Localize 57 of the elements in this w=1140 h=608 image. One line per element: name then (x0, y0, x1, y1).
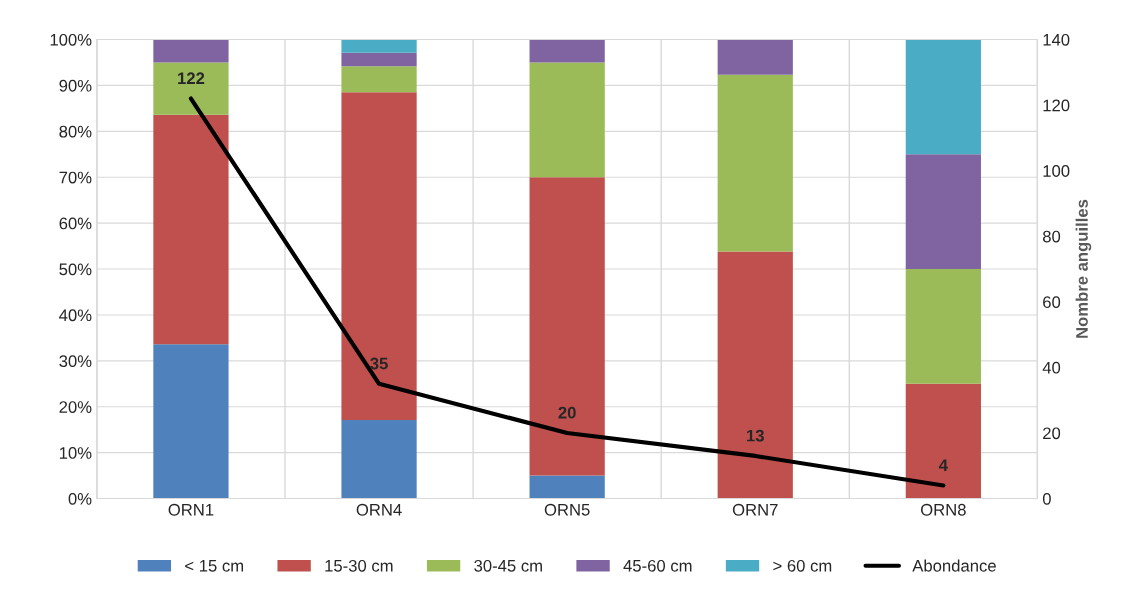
bar (341, 92, 417, 421)
y-tick-label: 80% (59, 125, 92, 138)
y2-tick-label: 100 (1043, 165, 1070, 177)
bar (529, 39, 605, 63)
data-label: 20 (558, 406, 576, 419)
y2-tick-label: 80 (1042, 230, 1061, 243)
y-tick-label: 90% (59, 79, 92, 92)
y2-tick-label: 0 (1042, 492, 1051, 505)
y2-tick-label: 20 (1043, 427, 1061, 440)
line-series (188, 96, 946, 488)
bar (905, 154, 981, 270)
legend-label: Abondance (912, 559, 996, 572)
y-tick-label: 0% (68, 492, 92, 505)
y-tick-label: 10% (59, 447, 92, 459)
legend-label: 30-45 cm (474, 559, 542, 572)
x-tick-label: ORN5 (544, 503, 590, 516)
bar (341, 39, 417, 53)
y-tick-label: 20% (59, 401, 92, 413)
legend-label: < 15 cm (185, 560, 244, 572)
x-tick-label: ORN1 (168, 503, 214, 516)
legend-label: 15-30 cm (325, 559, 393, 572)
bar (529, 475, 605, 499)
data-label: 35 (370, 357, 388, 370)
y2-tick-label: 140 (1043, 33, 1070, 46)
bar (905, 269, 981, 384)
y-tick-label: 40% (59, 309, 92, 322)
y-tick-label: 30% (59, 355, 92, 368)
data-label: 4 (938, 459, 948, 471)
bar (717, 39, 793, 75)
x-tick-label: ORN4 (356, 503, 402, 516)
y-tick-label: 50% (59, 263, 92, 276)
legend-label: 45-60 cm (623, 559, 692, 572)
y2-tick-label: 40 (1042, 361, 1061, 374)
bar (153, 114, 229, 345)
y2-tick-label: 120 (1043, 99, 1070, 112)
bar (153, 344, 229, 499)
bar (717, 74, 793, 252)
bar (153, 39, 229, 63)
bar (905, 39, 981, 155)
data-label: 13 (747, 429, 764, 442)
y2-tick-label: 60 (1043, 296, 1061, 309)
bar (153, 62, 229, 115)
y2-axis-title: Nombre anguilles (1075, 199, 1092, 338)
x-tick-label: ORN8 (920, 503, 966, 516)
x-tick-label: ORN7 (732, 503, 778, 516)
y-tick-label: 70% (59, 171, 92, 184)
bar (529, 62, 605, 178)
bar (905, 383, 981, 499)
bar (341, 420, 417, 499)
y-tick-label: 100% (50, 33, 92, 46)
bar (717, 251, 793, 499)
legend-label: > 60 cm (773, 559, 832, 572)
bar (341, 52, 417, 67)
data-label: 122 (178, 72, 205, 84)
bar (529, 177, 605, 476)
y-tick-label: 60% (59, 217, 92, 230)
bar (341, 66, 417, 93)
